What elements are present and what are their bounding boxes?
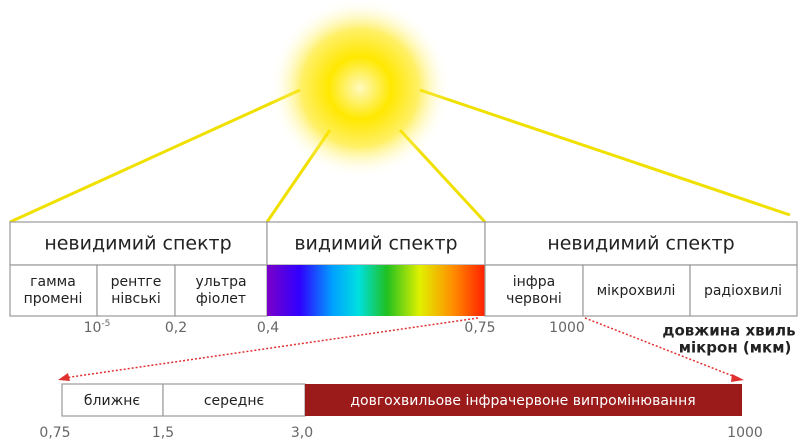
scale-label: 0,75 xyxy=(39,425,70,441)
long-ir xyxy=(305,384,742,416)
top-table: невидимий спектр видимий спектр невидими… xyxy=(9,221,798,317)
cell: середнє xyxy=(204,393,264,409)
scale-label: 0,2 xyxy=(165,320,187,336)
cell: ультра фіолет xyxy=(195,274,246,307)
scale-label: 3,0 xyxy=(291,425,313,441)
cell: мікрохвилі xyxy=(597,283,676,299)
scale-label: 0,75 xyxy=(464,320,495,336)
sun-rays xyxy=(9,88,791,224)
scale-label: 1000 xyxy=(727,425,763,441)
header: невидимий спектр xyxy=(44,233,231,255)
cell: інфра червоні xyxy=(506,274,562,307)
unit: довжина хвиль xyxy=(662,322,795,340)
arrows xyxy=(63,317,739,379)
cell: ближнє xyxy=(84,393,140,409)
header: невидимий спектр xyxy=(547,233,734,255)
scale-label: 0,4 xyxy=(257,320,279,336)
top-scale: 10-5 0,2 0,4 0,75 1000 довжина хвиль мік… xyxy=(84,319,796,357)
bottom-bar: ближнє середнє довгохвильове інфрачервон… xyxy=(39,383,763,441)
cell: гамма промені xyxy=(24,274,83,307)
scale-label: 10-5 xyxy=(84,319,111,337)
arrow-head xyxy=(58,373,70,381)
arrow-head xyxy=(731,374,744,382)
cell: рентге нівські xyxy=(111,274,162,307)
unit: мікрон (мкм) xyxy=(679,339,792,357)
scale-label: 1,5 xyxy=(152,425,174,441)
visible-spectrum xyxy=(267,265,485,316)
sun xyxy=(270,0,450,178)
header: видимий спектр xyxy=(294,233,457,255)
scale-label: 1000 xyxy=(549,320,585,336)
cell: радіохвилі xyxy=(704,283,782,299)
cell: довгохвильове інфрачервоне випромінюванн… xyxy=(350,393,695,409)
